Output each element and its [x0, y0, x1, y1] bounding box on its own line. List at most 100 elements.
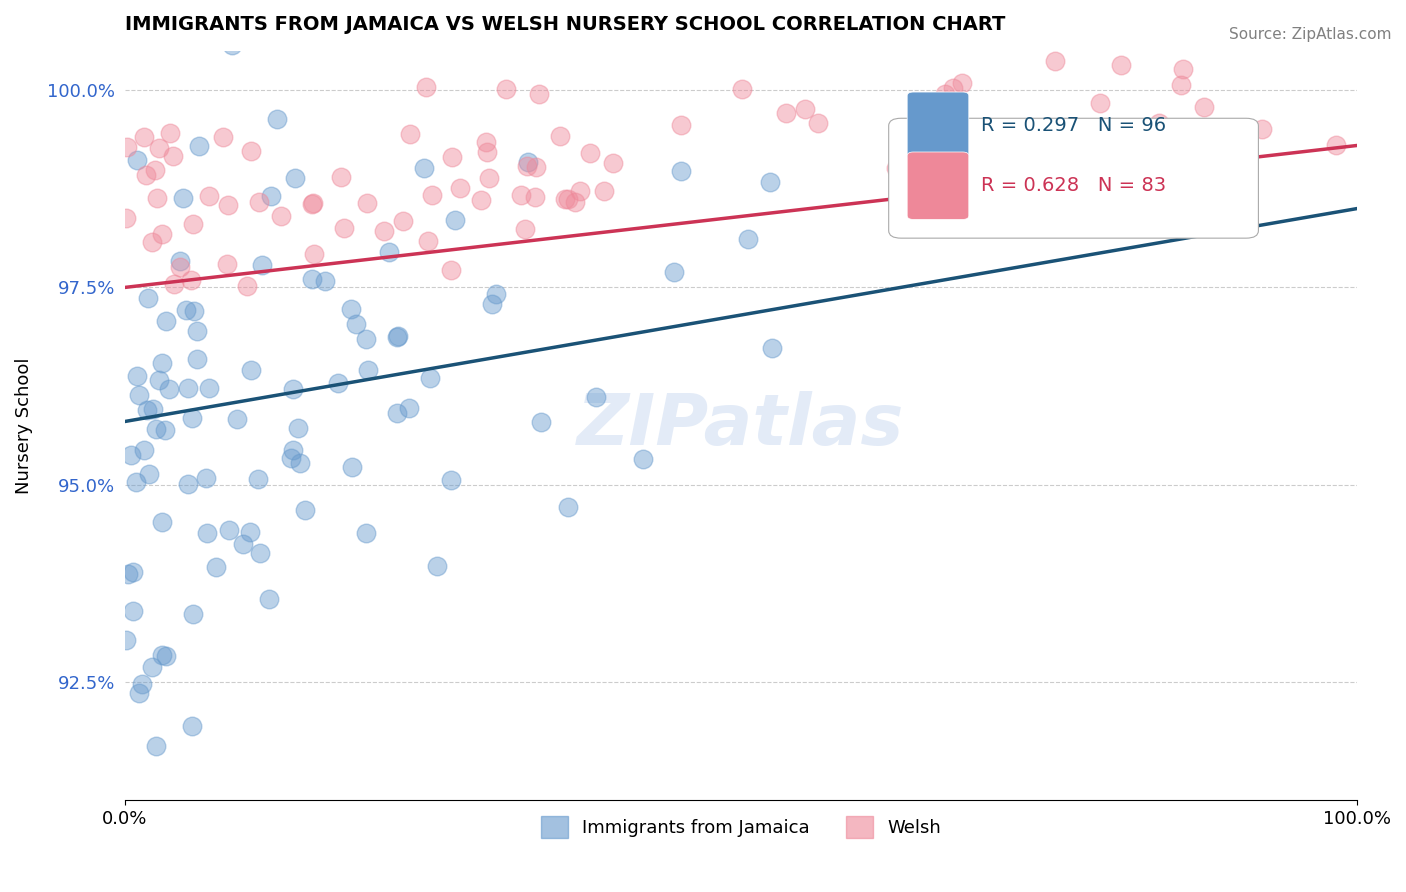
Point — [470, 194, 492, 208]
Point — [186, 351, 208, 366]
Point — [141, 235, 163, 249]
Point — [807, 116, 830, 130]
Point — [155, 649, 177, 664]
Point — [440, 262, 463, 277]
Point — [120, 448, 142, 462]
Point — [152, 648, 174, 662]
Point — [124, 475, 146, 489]
Point — [250, 258, 273, 272]
Point — [554, 192, 576, 206]
Point — [280, 450, 302, 465]
Point — [283, 443, 305, 458]
Point — [266, 112, 288, 127]
Point — [240, 144, 263, 158]
Point — [239, 363, 262, 377]
Point — [1021, 129, 1043, 144]
Point — [195, 471, 218, 485]
Point — [548, 128, 571, 143]
Text: R = 0.297   N = 96: R = 0.297 N = 96 — [981, 116, 1166, 136]
Point — [415, 79, 437, 94]
Point — [664, 265, 686, 279]
Point — [934, 87, 956, 101]
Point — [924, 154, 946, 169]
Point — [115, 140, 138, 154]
Point — [515, 222, 537, 236]
Point — [444, 212, 467, 227]
Point — [569, 184, 592, 198]
Point — [115, 211, 138, 226]
Point — [440, 474, 463, 488]
Point — [342, 460, 364, 475]
Point — [524, 189, 547, 203]
Point — [330, 169, 353, 184]
Point — [294, 503, 316, 517]
Point — [378, 245, 401, 260]
Point — [301, 272, 323, 286]
Point — [993, 140, 1015, 154]
Point — [354, 332, 377, 346]
Point — [485, 286, 508, 301]
Point — [564, 195, 586, 210]
Y-axis label: Nursery School: Nursery School — [15, 357, 32, 493]
FancyBboxPatch shape — [889, 119, 1258, 238]
Point — [135, 169, 157, 183]
Point — [794, 102, 817, 116]
Point — [517, 155, 540, 169]
Point — [180, 719, 202, 733]
Point — [475, 145, 498, 159]
Point — [775, 106, 797, 120]
Point — [142, 401, 165, 416]
Point — [183, 218, 205, 232]
Point — [1170, 78, 1192, 93]
Point — [128, 686, 150, 700]
Point — [283, 171, 305, 186]
Point — [585, 390, 607, 404]
Point — [357, 363, 380, 377]
Point — [333, 221, 356, 235]
Point — [247, 472, 270, 486]
Point — [215, 257, 238, 271]
Point — [495, 82, 517, 96]
Point — [270, 209, 292, 223]
Point — [426, 559, 449, 574]
Point — [114, 633, 136, 648]
Point — [387, 328, 409, 343]
Point — [180, 411, 202, 425]
Point — [174, 303, 197, 318]
Point — [915, 144, 938, 158]
Point — [1324, 138, 1347, 153]
Point — [914, 194, 936, 208]
Point — [150, 356, 173, 370]
Point — [398, 401, 420, 416]
Point — [155, 313, 177, 327]
Point — [356, 526, 378, 541]
Point — [195, 525, 218, 540]
Point — [949, 202, 972, 216]
Point — [593, 184, 616, 198]
Text: Source: ZipAtlas.com: Source: ZipAtlas.com — [1229, 27, 1392, 42]
Point — [204, 559, 226, 574]
Point — [281, 383, 304, 397]
Point — [759, 175, 782, 189]
Point — [669, 118, 692, 132]
Point — [416, 235, 439, 249]
Point — [247, 194, 270, 209]
Point — [235, 279, 257, 293]
Point — [148, 373, 170, 387]
Point — [730, 81, 752, 95]
Point — [122, 604, 145, 618]
Point — [148, 141, 170, 155]
Point — [344, 317, 367, 331]
Point — [981, 198, 1004, 212]
Point — [516, 159, 538, 173]
Point — [169, 260, 191, 275]
Point — [132, 443, 155, 458]
Point — [761, 341, 783, 355]
Point — [249, 546, 271, 560]
Point — [217, 197, 239, 211]
Point — [420, 188, 443, 202]
Point — [212, 129, 235, 144]
Point — [1088, 95, 1111, 110]
Point — [326, 376, 349, 390]
Point — [145, 422, 167, 436]
